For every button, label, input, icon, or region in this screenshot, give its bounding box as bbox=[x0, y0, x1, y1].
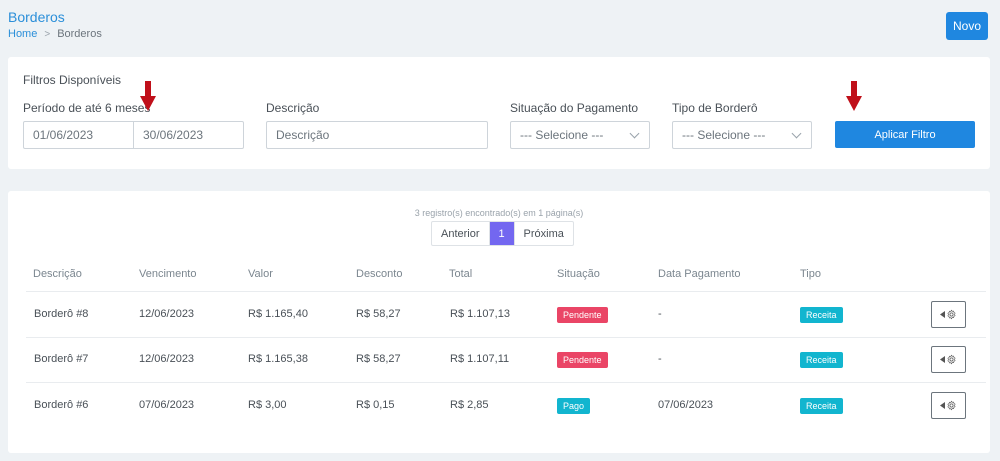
caret-left-icon bbox=[940, 402, 945, 409]
records-info: 3 registro(s) encontrado(s) em 1 página(… bbox=[414, 208, 584, 218]
column-header-situacao: Situação bbox=[557, 268, 600, 280]
arrow-down-icon bbox=[846, 81, 862, 111]
column-header-valor: Valor bbox=[248, 268, 273, 280]
chevron-right-icon: > bbox=[44, 28, 51, 40]
caret-left-icon bbox=[940, 356, 945, 363]
pagination-prev-button[interactable]: Anterior bbox=[441, 227, 480, 240]
page-title: Borderos bbox=[8, 9, 65, 25]
row-total: R$ 1.107,11 bbox=[450, 353, 510, 365]
chevron-down-icon bbox=[629, 128, 640, 138]
column-header-desconto: Desconto bbox=[356, 268, 403, 280]
pagination-page-1[interactable]: 1 bbox=[488, 222, 514, 245]
status-badge: Pago bbox=[557, 398, 591, 414]
row-descricao: Borderô #8 bbox=[34, 308, 89, 320]
period-start-input[interactable]: 01/06/2023 bbox=[33, 128, 94, 142]
table-divider bbox=[26, 337, 986, 338]
row-desconto: R$ 58,27 bbox=[356, 308, 401, 320]
payment-status-select[interactable]: --- Selecione --- bbox=[510, 121, 650, 149]
column-header-data-pagamento: Data Pagamento bbox=[658, 268, 741, 280]
row-total: R$ 2,85 bbox=[450, 399, 489, 411]
column-header-vencimento: Vencimento bbox=[139, 268, 197, 280]
bordero-type-value: --- Selecione --- bbox=[682, 128, 766, 142]
gear-icon bbox=[947, 354, 956, 365]
breadcrumb-current: Borderos bbox=[57, 28, 102, 40]
row-vencimento: 12/06/2023 bbox=[139, 353, 195, 365]
column-header-total: Total bbox=[449, 268, 473, 280]
row-descricao: Borderô #6 bbox=[34, 399, 89, 411]
row-actions-button[interactable] bbox=[931, 392, 966, 419]
row-total: R$ 1.107,13 bbox=[450, 308, 510, 320]
gear-icon bbox=[947, 400, 956, 411]
type-badge: Receita bbox=[800, 307, 843, 323]
pagination: Anterior 1 Próxima bbox=[431, 221, 574, 246]
pagination-next-button[interactable]: Próxima bbox=[513, 222, 573, 245]
breadcrumb-home-link[interactable]: Home bbox=[8, 28, 38, 40]
status-badge: Pendente bbox=[557, 352, 608, 368]
breadcrumb: Home > Borderos bbox=[8, 28, 102, 40]
description-input[interactable]: Descrição bbox=[266, 121, 488, 149]
type-badge: Receita bbox=[800, 398, 843, 414]
bordero-type-label: Tipo de Borderô bbox=[672, 101, 758, 115]
period-label: Período de até 6 meses bbox=[23, 101, 151, 115]
gear-icon bbox=[947, 309, 956, 320]
payment-status-label: Situação do Pagamento bbox=[510, 101, 639, 115]
payment-status-value: --- Selecione --- bbox=[520, 128, 604, 142]
row-valor: R$ 1.165,40 bbox=[248, 308, 308, 320]
arrow-down-icon bbox=[140, 81, 156, 111]
period-range-input: 01/06/2023 30/06/2023 bbox=[23, 121, 244, 149]
chevron-down-icon bbox=[791, 128, 802, 138]
row-desconto: R$ 0,15 bbox=[356, 399, 395, 411]
table-divider bbox=[26, 382, 986, 383]
row-data-pagamento: - bbox=[658, 308, 662, 320]
filters-title: Filtros Disponíveis bbox=[23, 73, 122, 87]
bordero-type-select[interactable]: --- Selecione --- bbox=[672, 121, 812, 149]
description-label: Descrição bbox=[266, 101, 320, 115]
column-header-descricao: Descrição bbox=[33, 268, 82, 280]
row-desconto: R$ 58,27 bbox=[356, 353, 401, 365]
caret-left-icon bbox=[940, 311, 945, 318]
filters-panel: Filtros Disponíveis Período de até 6 mes… bbox=[8, 57, 990, 169]
row-data-pagamento: 07/06/2023 bbox=[658, 399, 714, 411]
apply-filter-button[interactable]: Aplicar Filtro bbox=[835, 121, 975, 148]
status-badge: Pendente bbox=[557, 307, 608, 323]
column-header-tipo: Tipo bbox=[800, 268, 821, 280]
row-data-pagamento: - bbox=[658, 353, 662, 365]
row-actions-button[interactable] bbox=[931, 301, 966, 328]
row-vencimento: 12/06/2023 bbox=[139, 308, 195, 320]
period-end-input[interactable]: 30/06/2023 bbox=[133, 122, 243, 148]
row-vencimento: 07/06/2023 bbox=[139, 399, 195, 411]
new-bordero-button[interactable]: Novo bbox=[946, 12, 988, 40]
table-divider bbox=[26, 291, 986, 292]
type-badge: Receita bbox=[800, 352, 843, 368]
results-panel: 3 registro(s) encontrado(s) em 1 página(… bbox=[8, 191, 990, 453]
row-actions-button[interactable] bbox=[931, 346, 966, 373]
row-valor: R$ 3,00 bbox=[248, 399, 287, 411]
row-valor: R$ 1.165,38 bbox=[248, 353, 308, 365]
row-descricao: Borderô #7 bbox=[34, 353, 89, 365]
